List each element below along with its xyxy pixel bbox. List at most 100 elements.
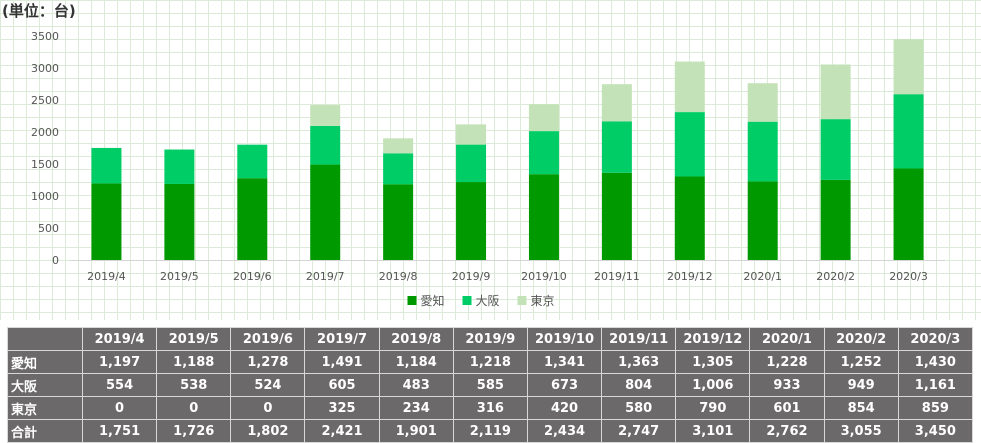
table-cell: 1,305 [675,350,751,374]
y-tick-label: 500 [38,222,59,235]
bar-segment [456,144,487,183]
table-cell: 1,188 [156,350,232,374]
table-cell: 949 [823,373,899,397]
y-tick-label: 3500 [31,30,59,43]
table-cell: 859 [897,396,974,420]
table-cell: 0 [156,396,232,420]
table-column-header: 2019/12 [675,327,751,351]
bar-segment [601,84,632,122]
x-tick-label: 2019/8 [379,270,418,283]
bar-segment [528,131,559,175]
table-cell: 1,252 [823,350,899,374]
x-tick-label: 2020/3 [889,270,928,283]
table-cell: 0 [230,396,306,420]
table-corner-cell [7,327,83,351]
table-cell: 0 [81,396,158,420]
table-row-header: 大阪 [7,373,83,397]
table-cell: 804 [601,373,677,397]
y-tick-label: 2500 [31,94,59,107]
table-cell: 524 [230,373,306,397]
table-cell: 673 [526,373,603,397]
table-cell: 854 [823,396,899,420]
table-cell: 605 [304,373,380,397]
table-cell: 234 [378,396,454,420]
table-cell: 1,341 [526,350,603,374]
x-tick-label: 2019/5 [160,270,199,283]
bar-segment [164,149,195,184]
table-row-header: 東京 [7,396,83,420]
table-cell: 2,421 [304,419,380,443]
y-tick-label: 1500 [31,158,59,171]
bar-segment [528,174,559,260]
table-row: 東京 0 0 0 325 234 316 420 580 790 601 854 859 [7,396,974,420]
table-column-header: 2019/10 [526,327,603,351]
bar-segment [674,112,705,177]
x-tick-label: 2020/1 [743,270,782,283]
bar-segment [456,182,487,260]
x-tick-label: 2019/9 [452,270,491,283]
table-cell: 3,101 [675,419,751,443]
legend-swatch [407,296,417,305]
table-column-header: 2019/6 [230,327,306,351]
legend-swatch [517,296,527,305]
bar-segment [747,121,778,182]
bar-segment [310,164,341,260]
table-cell: 1,491 [304,350,380,374]
table-cell: 1,363 [601,350,677,374]
x-tick-label: 2019/6 [233,270,272,283]
table-row: 大阪 554 538 524 605 483 585 673 804 1,006 933 949 1,1… [7,373,974,397]
table-header-row: 2019/4 2019/5 2019/6 2019/7 2019/8 2019/9 2019… [7,327,974,351]
table-cell: 1,278 [230,350,306,374]
table-cell: 2,762 [749,419,825,443]
bar-segment [237,144,268,179]
y-tick-label: 1000 [31,190,59,203]
table-cell: 1,430 [897,350,974,374]
table-body: 愛知 1,197 1,188 1,278 1,491 1,184 1,218 1,341 1,3… [7,350,974,443]
bar-segment [310,105,341,126]
bar-segment [528,104,559,132]
table-cell: 1,161 [897,373,974,397]
table-cell: 1,006 [675,373,751,397]
bar-segment [747,83,778,122]
bar-segment [893,39,924,95]
x-tick-label: 2019/11 [594,270,640,283]
table-cell: 585 [452,373,528,397]
table-cell: 538 [156,373,232,397]
legend-label: 大阪 [476,294,500,308]
bar-segment [820,64,851,120]
bar-segment [383,184,414,260]
table-column-header: 2020/2 [823,327,899,351]
bar-segment [601,121,632,173]
table-cell: 316 [452,396,528,420]
table-column-header: 2019/11 [601,327,677,351]
table-cell: 3,055 [823,419,899,443]
table-cell: 1,802 [230,419,306,443]
table-row-header: 愛知 [7,350,83,374]
bar-segment [674,61,705,113]
y-tick-label: 2000 [31,126,59,139]
bar-segment [383,138,414,154]
table-column-header: 2019/8 [378,327,454,351]
table-column-header: 2020/1 [749,327,825,351]
table-column-header: 2019/9 [452,327,528,351]
y-tick-label: 0 [52,254,59,267]
stacked-bar-chart: 0 500 1000 1500 2000 2500 3000 3500 2019/4 2019/5… [31,30,945,308]
bar-segment [91,183,122,260]
table-cell: 1,726 [156,419,232,443]
x-tick-label: 2020/2 [816,270,855,283]
table-column-header: 2019/5 [156,327,232,351]
bar-segment [820,119,851,180]
unit-label: (単位：台) [2,2,76,20]
table-cell: 3,450 [897,419,974,443]
bar-segment [91,147,122,184]
legend-swatch [462,296,472,305]
table-cell: 2,747 [601,419,677,443]
table-cell: 420 [526,396,603,420]
table-cell: 790 [675,396,751,420]
table-cell: 1,197 [81,350,158,374]
bar-segment [164,183,195,260]
y-tick-label: 3000 [31,62,59,75]
table-row: 合計 1,751 1,726 1,802 2,421 1,901 2,119 2,434 2,7… [7,419,974,443]
x-tick-label: 2019/4 [87,270,126,283]
table-cell: 2,119 [452,419,528,443]
